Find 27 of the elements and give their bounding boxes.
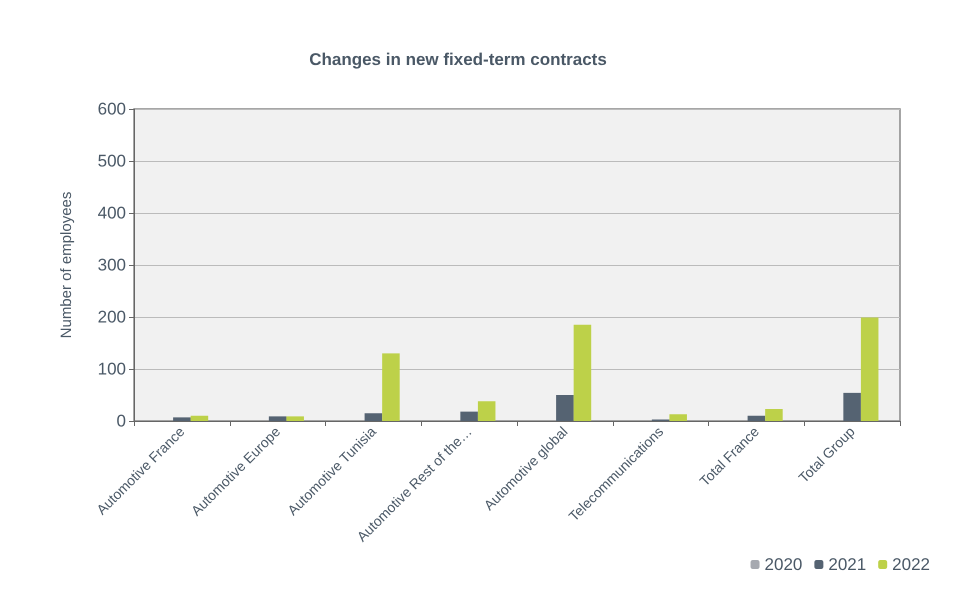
bar — [382, 353, 400, 421]
bar — [364, 413, 382, 421]
legend-label: 2020 — [764, 555, 802, 574]
bar — [843, 392, 861, 421]
bar — [556, 395, 574, 421]
y-tick-label: 600 — [98, 100, 126, 118]
bar — [173, 417, 191, 421]
bar — [748, 416, 766, 421]
bar — [190, 416, 208, 421]
y-tick-label: 0 — [116, 412, 126, 430]
bar — [669, 414, 687, 421]
y-tick-label: 300 — [98, 256, 126, 274]
y-tick-label: 500 — [98, 152, 126, 170]
bar — [478, 401, 496, 421]
bar — [765, 409, 783, 421]
y-tick-label: 200 — [98, 308, 126, 326]
chart-title: Changes in new fixed-term contracts — [309, 50, 607, 69]
y-tick-label: 400 — [98, 204, 126, 222]
bar — [574, 324, 592, 421]
bar — [460, 412, 478, 421]
y-axis-title: Number of employees — [58, 192, 75, 338]
legend-label: 2022 — [892, 555, 930, 574]
bar — [286, 416, 304, 421]
bar — [268, 416, 286, 421]
y-tick-label: 100 — [98, 360, 126, 378]
bar — [860, 318, 878, 421]
legend-label: 2021 — [828, 555, 866, 574]
